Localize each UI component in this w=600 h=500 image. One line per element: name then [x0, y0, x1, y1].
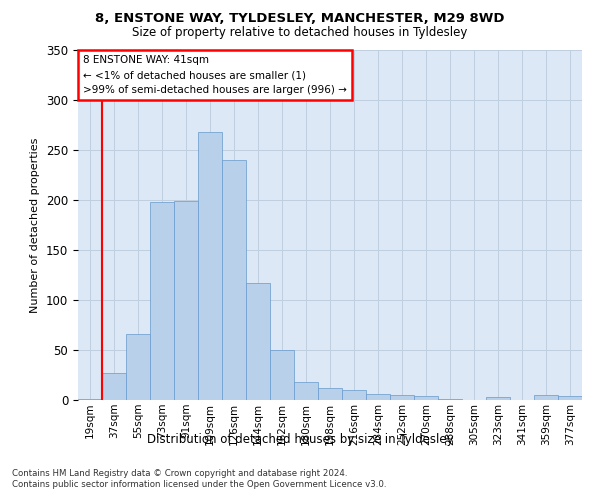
Bar: [534, 395, 558, 400]
Text: Distribution of detached houses by size in Tyldesley: Distribution of detached houses by size …: [146, 432, 454, 446]
Bar: [342, 390, 366, 400]
Bar: [486, 397, 510, 400]
Bar: [78, 399, 102, 400]
Bar: [222, 160, 246, 400]
Bar: [366, 394, 390, 400]
Text: 8, ENSTONE WAY, TYLDESLEY, MANCHESTER, M29 8WD: 8, ENSTONE WAY, TYLDESLEY, MANCHESTER, M…: [95, 12, 505, 24]
Y-axis label: Number of detached properties: Number of detached properties: [31, 138, 40, 312]
Text: Contains HM Land Registry data © Crown copyright and database right 2024.: Contains HM Land Registry data © Crown c…: [12, 469, 347, 478]
Text: 8 ENSTONE WAY: 41sqm
← <1% of detached houses are smaller (1)
>99% of semi-detac: 8 ENSTONE WAY: 41sqm ← <1% of detached h…: [83, 56, 347, 95]
Text: Contains public sector information licensed under the Open Government Licence v3: Contains public sector information licen…: [12, 480, 386, 489]
Bar: [270, 350, 294, 400]
Bar: [198, 132, 222, 400]
Bar: [150, 202, 174, 400]
Bar: [414, 396, 438, 400]
Bar: [246, 283, 270, 400]
Bar: [438, 399, 462, 400]
Bar: [390, 395, 414, 400]
Bar: [294, 382, 318, 400]
Bar: [318, 388, 342, 400]
Bar: [174, 201, 198, 400]
Bar: [558, 396, 582, 400]
Bar: [102, 373, 126, 400]
Bar: [126, 334, 150, 400]
Text: Size of property relative to detached houses in Tyldesley: Size of property relative to detached ho…: [133, 26, 467, 39]
